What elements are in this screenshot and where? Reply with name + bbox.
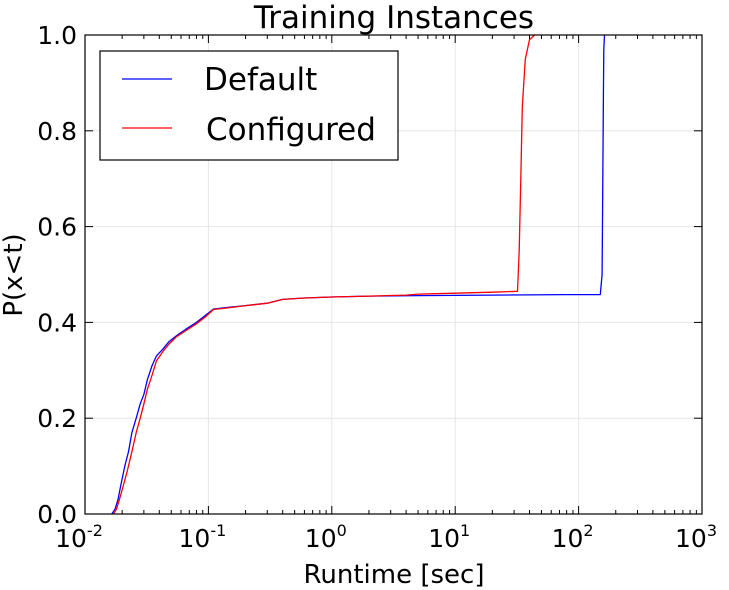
legend-box: [99, 50, 399, 161]
tick-labels: 1 0 -2 10-1 100 101 102 103 0.0 0.2 0.4 0.6 0.8 1.0: [37, 21, 717, 553]
series-line-configured: [112, 34, 536, 515]
x-tick-label: 101: [428, 521, 470, 553]
legend-label-default: Default: [204, 62, 317, 98]
chart-title: Training Instances: [253, 0, 534, 36]
x-tick-exponent: -2: [87, 521, 103, 540]
y-tick-label: 0.2: [37, 404, 77, 433]
series-line-default: [111, 34, 606, 515]
x-tick-exponent: 3: [707, 521, 717, 540]
x-axis-label: Runtime [sec]: [304, 560, 485, 590]
y-tick-label: 0.0: [37, 500, 77, 529]
x-tick-exponent: 1: [460, 521, 470, 540]
ticks: [84, 34, 703, 515]
x-tick-label: 100: [305, 521, 347, 553]
y-tick-label: 0.4: [37, 308, 77, 337]
series-layer: [111, 34, 606, 515]
y-axis-label: P(x<t): [0, 233, 29, 316]
x-tick-label: 103: [675, 521, 717, 553]
x-tick-exponent: 0: [337, 521, 347, 540]
y-tick-label: 1.0: [37, 21, 77, 50]
x-tick-label: 10-1: [179, 521, 227, 553]
y-tick-label: 0.8: [37, 117, 77, 146]
x-tick-exponent: 2: [583, 521, 593, 540]
y-tick-label: 0.6: [37, 213, 77, 242]
legend: Default Configured: [99, 50, 399, 161]
x-tick-exponent: -1: [210, 521, 226, 540]
x-tick-label: 102: [552, 521, 594, 553]
plot-frame: [84, 34, 703, 515]
legend-label-configured: Configured: [206, 112, 376, 148]
